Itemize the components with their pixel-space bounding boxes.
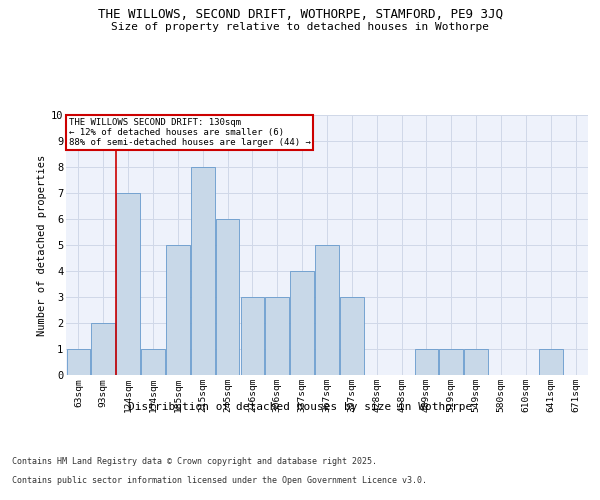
Bar <box>191 167 215 375</box>
Bar <box>241 297 264 375</box>
Bar <box>415 349 438 375</box>
Bar <box>464 349 488 375</box>
Bar <box>141 349 165 375</box>
Bar <box>265 297 289 375</box>
Bar <box>340 297 364 375</box>
Bar <box>166 245 190 375</box>
Bar <box>539 349 563 375</box>
Bar <box>91 323 115 375</box>
Bar <box>439 349 463 375</box>
Text: THE WILLOWS SECOND DRIFT: 130sqm
← 12% of detached houses are smaller (6)
88% of: THE WILLOWS SECOND DRIFT: 130sqm ← 12% o… <box>68 118 310 148</box>
Bar <box>116 193 140 375</box>
Bar <box>315 245 339 375</box>
Text: THE WILLOWS, SECOND DRIFT, WOTHORPE, STAMFORD, PE9 3JQ: THE WILLOWS, SECOND DRIFT, WOTHORPE, STA… <box>97 8 503 20</box>
Bar <box>67 349 90 375</box>
Text: Contains HM Land Registry data © Crown copyright and database right 2025.: Contains HM Land Registry data © Crown c… <box>12 458 377 466</box>
Bar <box>216 219 239 375</box>
Y-axis label: Number of detached properties: Number of detached properties <box>37 154 47 336</box>
Bar <box>290 271 314 375</box>
Text: Distribution of detached houses by size in Wothorpe: Distribution of detached houses by size … <box>128 402 472 412</box>
Text: Contains public sector information licensed under the Open Government Licence v3: Contains public sector information licen… <box>12 476 427 485</box>
Text: Size of property relative to detached houses in Wothorpe: Size of property relative to detached ho… <box>111 22 489 32</box>
